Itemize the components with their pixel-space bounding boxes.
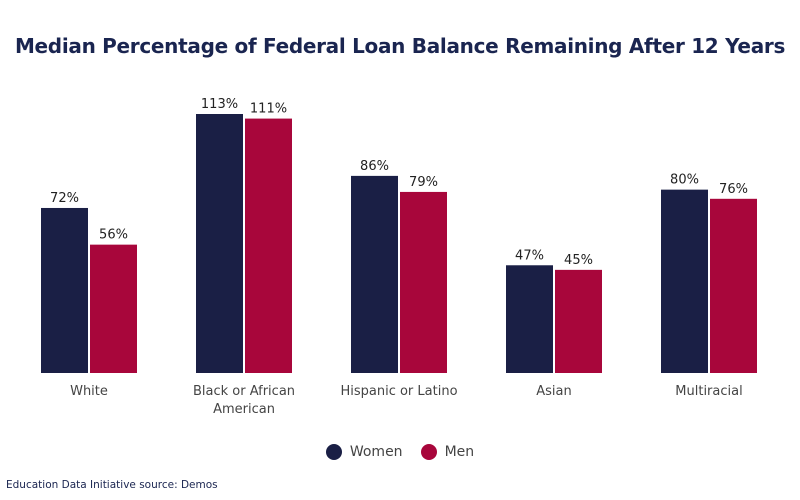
data-label: 76%: [719, 182, 748, 197]
legend-marker-icon: [325, 444, 342, 460]
bar-men: [245, 118, 292, 373]
legend-label: Women: [349, 444, 403, 460]
x-tick-label: Asian: [536, 384, 571, 399]
legend-label: Men: [444, 444, 475, 460]
data-label: 47%: [515, 248, 544, 263]
legend-item-women[interactable]: Women: [325, 444, 403, 460]
legend: Women Men: [0, 444, 800, 460]
data-label: 113%: [201, 97, 238, 112]
bar-women: [506, 265, 553, 373]
x-tick-label: American: [213, 402, 275, 417]
data-label: 111%: [250, 102, 287, 117]
data-label: 56%: [99, 228, 128, 243]
bar-women: [196, 114, 243, 373]
bar-men: [400, 191, 447, 373]
data-label: 80%: [670, 173, 699, 188]
bar-men: [90, 244, 137, 373]
x-tick-label: White: [70, 384, 108, 399]
source-note: Education Data Initiative source: Demos: [6, 479, 218, 491]
x-tick-label: Multiracial: [675, 384, 742, 399]
data-label: 86%: [360, 159, 389, 174]
legend-marker-icon: [420, 444, 437, 460]
bar-women: [41, 207, 88, 373]
bar-men: [710, 198, 757, 373]
data-label: 79%: [409, 175, 438, 190]
legend-item-men[interactable]: Men: [420, 444, 475, 460]
data-label: 45%: [564, 253, 593, 268]
data-label: 72%: [50, 191, 79, 206]
bar-men: [555, 269, 602, 373]
bar-women: [351, 175, 398, 373]
x-tick-label: Black or African: [193, 384, 295, 399]
chart-title: Median Percentage of Federal Loan Balanc…: [14, 34, 786, 58]
bar-women: [661, 189, 708, 373]
x-tick-label: Hispanic or Latino: [340, 384, 457, 399]
